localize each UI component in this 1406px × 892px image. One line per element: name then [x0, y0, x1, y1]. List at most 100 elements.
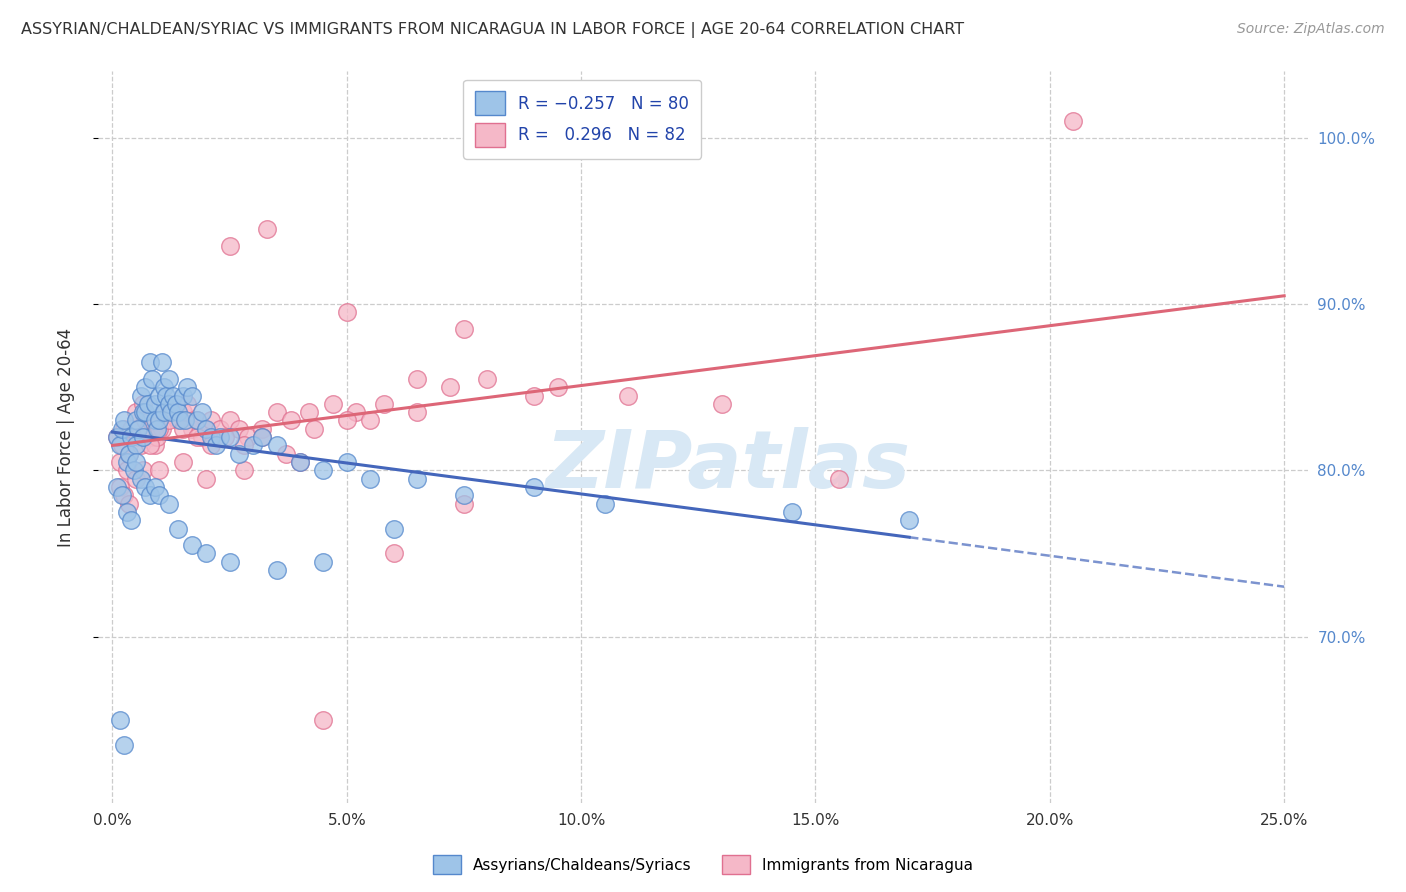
Point [118, 447, 141, 461]
Point [252, 430, 274, 444]
Point [780, 505, 803, 519]
Point [141, 430, 163, 444]
Point [108, 438, 131, 452]
Point [252, 422, 274, 436]
Point [181, 422, 204, 436]
Point [186, 430, 208, 444]
Point [406, 472, 429, 486]
Point [146, 422, 169, 436]
Point [172, 455, 194, 469]
Point [129, 472, 152, 486]
Point [190, 405, 212, 419]
Point [523, 388, 546, 402]
Point [129, 438, 152, 452]
Point [238, 430, 260, 444]
Point [143, 438, 166, 452]
Point [127, 430, 149, 444]
Point [150, 422, 173, 436]
Point [453, 488, 475, 502]
Point [150, 355, 173, 369]
Point [176, 380, 198, 394]
Point [120, 513, 142, 527]
Point [115, 463, 138, 477]
Point [359, 413, 381, 427]
Point [157, 397, 180, 411]
Point [828, 472, 851, 486]
Point [105, 480, 128, 494]
Point [143, 397, 166, 411]
Point [115, 455, 138, 469]
Point [593, 497, 616, 511]
Legend: Assyrians/Chaldeans/Syriacs, Immigrants from Nicaragua: Assyrians/Chaldeans/Syriacs, Immigrants … [427, 849, 979, 880]
Point [112, 422, 135, 436]
Point [312, 463, 335, 477]
Point [132, 463, 155, 477]
Point [139, 438, 162, 452]
Point [112, 413, 135, 427]
Point [136, 422, 159, 436]
Point [218, 555, 240, 569]
Point [148, 422, 170, 436]
Point [1062, 114, 1084, 128]
Point [172, 388, 194, 402]
Point [139, 355, 162, 369]
Point [186, 413, 208, 427]
Point [256, 222, 278, 236]
Point [218, 430, 240, 444]
Point [232, 463, 254, 477]
Point [155, 388, 177, 402]
Point [453, 497, 475, 511]
Point [136, 397, 159, 411]
Point [209, 430, 232, 444]
Point [134, 405, 156, 419]
Point [108, 713, 131, 727]
Point [132, 397, 155, 411]
Point [266, 405, 288, 419]
Point [204, 438, 226, 452]
Point [200, 438, 222, 452]
Point [174, 413, 197, 427]
Point [252, 430, 274, 444]
Point [190, 430, 212, 444]
Point [266, 438, 288, 452]
Point [120, 422, 142, 436]
Point [112, 738, 135, 752]
Point [118, 497, 141, 511]
Point [288, 455, 311, 469]
Point [218, 413, 240, 427]
Point [167, 405, 190, 419]
Point [172, 405, 194, 419]
Point [280, 413, 302, 427]
Point [302, 422, 325, 436]
Point [336, 305, 359, 319]
Point [195, 422, 218, 436]
Point [105, 430, 128, 444]
Point [439, 380, 461, 394]
Point [134, 380, 156, 394]
Point [312, 555, 335, 569]
Y-axis label: In Labor Force | Age 20-64: In Labor Force | Age 20-64 [56, 327, 75, 547]
Point [195, 422, 218, 436]
Point [127, 422, 149, 436]
Point [204, 430, 226, 444]
Text: ZIPatlas: ZIPatlas [544, 427, 910, 506]
Point [710, 397, 733, 411]
Point [312, 713, 335, 727]
Point [143, 480, 166, 494]
Point [141, 372, 163, 386]
Point [162, 388, 184, 402]
Point [129, 388, 152, 402]
Legend: R = −0.257   N = 80, R =   0.296   N = 82: R = −0.257 N = 80, R = 0.296 N = 82 [464, 79, 700, 159]
Point [111, 488, 134, 502]
Point [134, 413, 156, 427]
Point [146, 430, 169, 444]
Point [547, 380, 569, 394]
Point [266, 563, 288, 577]
Point [523, 480, 546, 494]
Point [232, 438, 254, 452]
Text: ASSYRIAN/CHALDEAN/SYRIAC VS IMMIGRANTS FROM NICARAGUA IN LABOR FORCE | AGE 20-64: ASSYRIAN/CHALDEAN/SYRIAC VS IMMIGRANTS F… [21, 22, 965, 38]
Point [162, 405, 184, 419]
Point [120, 430, 142, 444]
Point [167, 522, 190, 536]
Point [195, 546, 218, 560]
